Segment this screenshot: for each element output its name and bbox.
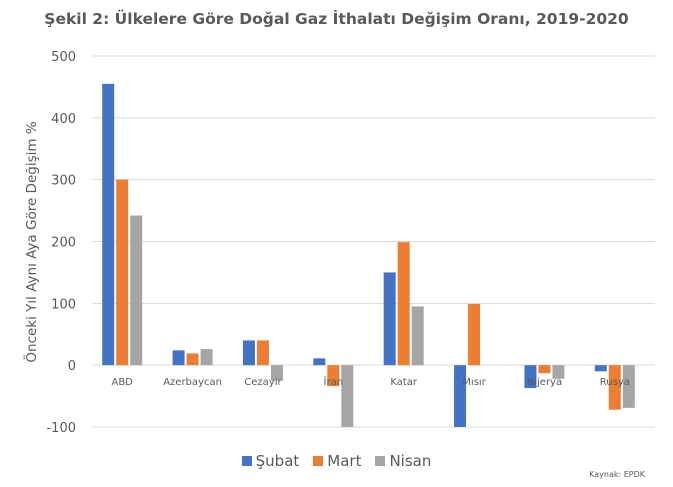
- x-tick-label: Cezayir: [244, 377, 282, 388]
- bar-Şubat-Rusya: [594, 365, 607, 372]
- bar-Nisan-Rusya: [622, 365, 635, 408]
- x-tick-label: ABD: [111, 377, 133, 388]
- y-axis-label: Önceki Yıl Aynı Aya Göre Değişim %: [22, 121, 40, 362]
- legend-swatch: [241, 456, 252, 466]
- source-note: Kaynak: EPDK: [589, 470, 645, 479]
- y-tick-label: -100: [46, 421, 76, 436]
- legend-label: Şubat: [255, 452, 300, 470]
- bar-Şubat-Cezayir: [242, 340, 255, 366]
- x-tick-label: Nijerya: [527, 377, 562, 388]
- bar-Nisan-İran: [341, 365, 354, 427]
- bar-Şubat-Nijerya: [524, 365, 537, 389]
- x-tick-label: Katar: [390, 377, 418, 388]
- y-tick-label: 300: [51, 174, 76, 189]
- bar-Şubat-Katar: [383, 272, 396, 366]
- bar-Mart-Cezayir: [256, 340, 269, 366]
- bar-Mart-Nijerya: [538, 365, 551, 374]
- x-tick-label: Mısır: [462, 377, 486, 388]
- bar-Nisan-Nijerya: [552, 365, 565, 379]
- bar-Nisan-Katar: [411, 306, 424, 366]
- y-tick-label: 0: [68, 359, 76, 374]
- legend-label: Mart: [327, 452, 362, 470]
- bar-Şubat-Mısır: [454, 365, 467, 427]
- legend-label: Nisan: [389, 452, 432, 470]
- bar-Şubat-İran: [313, 358, 326, 366]
- bar-Mart-Katar: [397, 242, 410, 366]
- x-tick-label: Rusya: [600, 377, 630, 388]
- bar-Mart-Rusya: [608, 365, 621, 410]
- bar-Nisan-ABD: [130, 215, 143, 366]
- y-tick-label: 400: [51, 112, 76, 127]
- bar-Şubat-Azerbaycan: [172, 350, 185, 366]
- bar-Şubat-ABD: [102, 83, 115, 366]
- y-tick-label: 500: [51, 50, 76, 65]
- bar-Mart-İran: [327, 365, 340, 387]
- bar-Mart-Mısır: [468, 303, 481, 366]
- bar-Nisan-Azerbaycan: [200, 349, 213, 366]
- bar-Mart-ABD: [116, 179, 129, 366]
- x-tick-label: İran: [324, 375, 344, 388]
- bar-Nisan-Cezayir: [270, 365, 283, 381]
- y-tick-label: 100: [51, 297, 76, 312]
- bar-Mart-Azerbaycan: [186, 353, 199, 366]
- legend-item: Mart: [313, 452, 361, 470]
- legend-item: Nisan: [375, 452, 431, 470]
- x-tick-label: Azerbaycan: [163, 377, 222, 388]
- legend-swatch: [375, 456, 386, 466]
- legend: Şubat Mart Nisan: [0, 452, 673, 470]
- chart-title: Şekil 2: Ülkelere Göre Doğal Gaz İthalat…: [44, 10, 629, 28]
- y-tick-label: 200: [51, 236, 76, 251]
- legend-swatch: [313, 456, 324, 466]
- legend-item: Şubat: [241, 452, 300, 470]
